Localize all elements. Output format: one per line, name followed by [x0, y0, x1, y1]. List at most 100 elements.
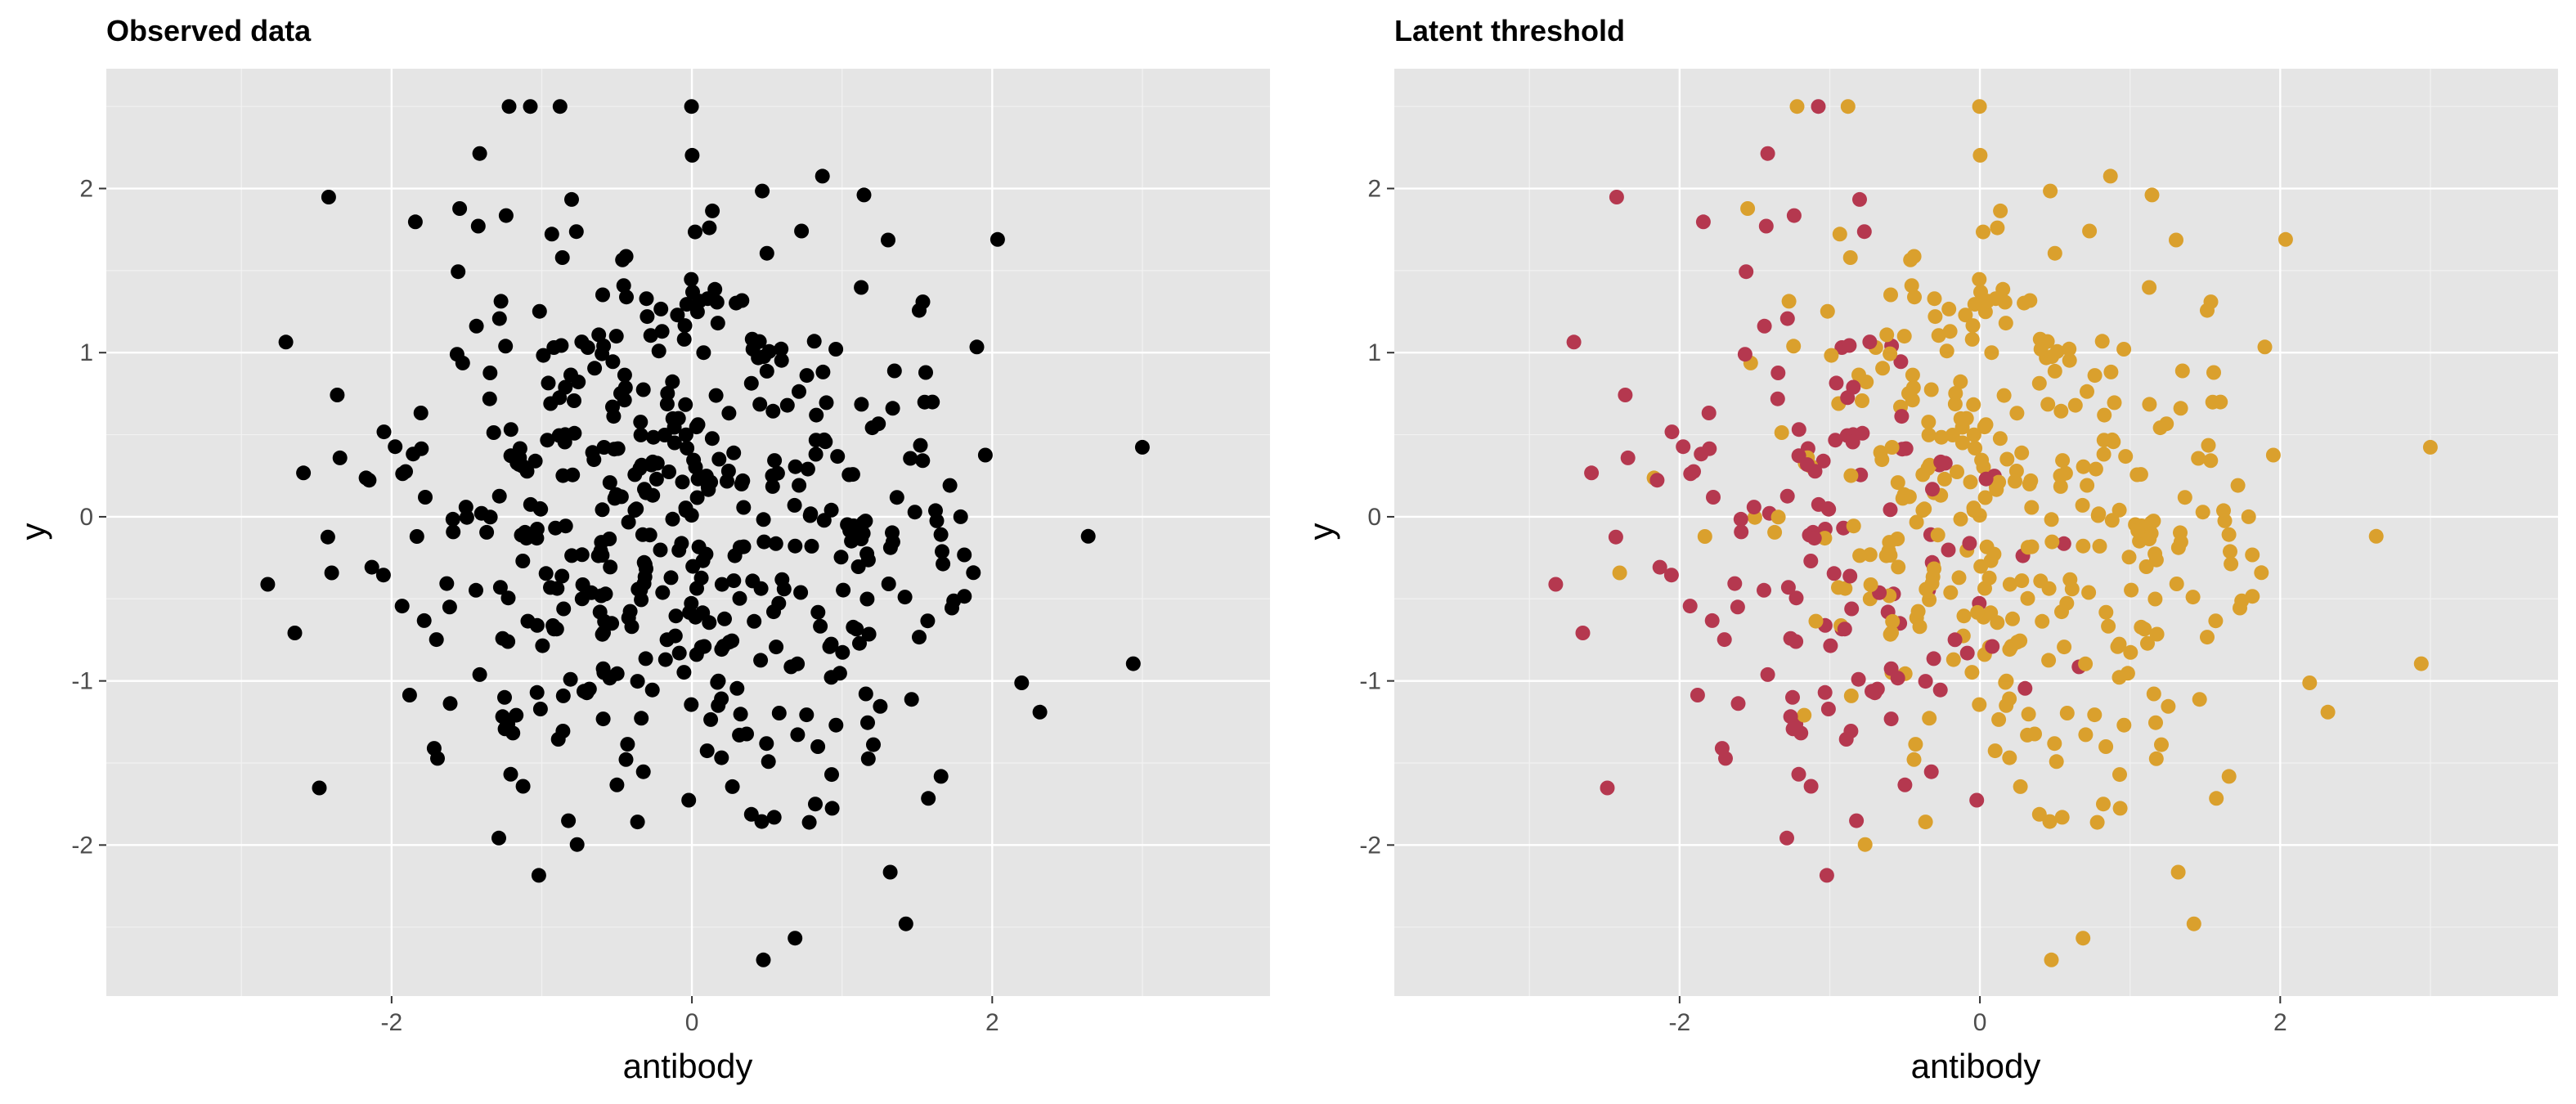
data-point [2040, 397, 2056, 412]
data-point [602, 532, 617, 546]
data-point [677, 318, 693, 334]
data-point [815, 364, 831, 379]
data-point [711, 673, 726, 689]
data-point [1863, 577, 1878, 592]
data-point [500, 590, 516, 606]
data-point [808, 433, 824, 448]
data-point [2302, 675, 2318, 690]
data-point [759, 363, 774, 379]
data-point [743, 375, 759, 391]
data-point [2090, 508, 2106, 523]
data-point [2002, 750, 2017, 765]
data-point [458, 500, 473, 515]
data-point [469, 318, 484, 334]
data-point [2020, 590, 2035, 606]
data-point [1910, 604, 1926, 619]
data-point [685, 559, 701, 574]
data-point [1682, 599, 1698, 614]
data-point [492, 580, 508, 595]
data-point [418, 490, 433, 505]
data-point [2121, 550, 2137, 565]
data-point [2080, 384, 2094, 399]
data-point [2144, 187, 2160, 203]
data-point [388, 439, 403, 455]
data-point [990, 231, 1005, 247]
data-point [1701, 406, 1717, 420]
data-point [929, 513, 945, 528]
data-point [2278, 231, 2293, 247]
data-point [439, 576, 455, 591]
data-point [544, 227, 559, 242]
axis-ticks: -2 0 2 -2 -1 0 1 2 [71, 176, 999, 1036]
data-point [1788, 590, 1804, 606]
data-point [2096, 447, 2112, 462]
data-point [618, 249, 634, 264]
data-point [790, 656, 806, 671]
data-point [889, 490, 904, 505]
data-point [714, 577, 729, 592]
data-point [324, 565, 339, 581]
data-point [804, 538, 819, 554]
data-point [1890, 671, 1905, 686]
data-point [1936, 471, 1952, 487]
data-point [714, 750, 729, 765]
data-point [2147, 591, 2163, 607]
data-point [2020, 540, 2035, 555]
data-point [710, 316, 725, 331]
data-point [1746, 500, 1761, 515]
x-tick-label: 2 [985, 1009, 999, 1036]
data-point [621, 514, 636, 530]
data-point [330, 388, 345, 402]
data-point [747, 613, 762, 629]
data-point [2173, 401, 2188, 416]
data-point [836, 582, 851, 598]
data-point [678, 427, 693, 442]
data-point [1991, 711, 2007, 727]
data-point [2133, 467, 2148, 482]
data-point [765, 478, 780, 494]
data-point [549, 622, 564, 637]
data-point [1803, 554, 1819, 568]
data-point [2002, 642, 2017, 657]
data-point [788, 931, 803, 946]
data-point [2076, 931, 2091, 946]
data-point [2185, 590, 2201, 605]
data-point [881, 577, 896, 591]
data-point [2097, 407, 2112, 423]
data-point [617, 367, 632, 383]
data-point [640, 309, 655, 325]
data-point [2245, 589, 2260, 604]
data-point [1918, 674, 1933, 689]
data-point [1991, 474, 2007, 490]
data-point [2224, 556, 2239, 572]
data-point [312, 780, 327, 796]
data-point [2080, 478, 2095, 493]
data-point [684, 99, 699, 114]
data-point [2191, 451, 2206, 466]
data-point [620, 737, 635, 752]
data-point [1862, 334, 1878, 350]
data-point [676, 665, 692, 680]
data-point [1803, 779, 1819, 794]
data-point [957, 547, 972, 563]
data-point [2024, 500, 2040, 515]
data-point [2142, 397, 2157, 412]
data-point [1908, 737, 1923, 752]
data-point [587, 361, 603, 376]
data-point [278, 334, 294, 350]
data-point [854, 280, 869, 295]
data-point [1905, 367, 1920, 383]
data-point [725, 779, 740, 794]
data-point [603, 559, 618, 575]
data-point [531, 868, 546, 883]
data-point [920, 613, 936, 629]
data-point [498, 339, 514, 354]
x-axis-label: antibody [1911, 1047, 2041, 1085]
data-point [2233, 600, 2247, 616]
data-point [1785, 721, 1801, 737]
data-point [645, 454, 661, 469]
data-point [1695, 214, 1711, 230]
data-point [1921, 427, 1936, 442]
data-point [1842, 338, 1857, 353]
data-point [1690, 688, 1705, 702]
